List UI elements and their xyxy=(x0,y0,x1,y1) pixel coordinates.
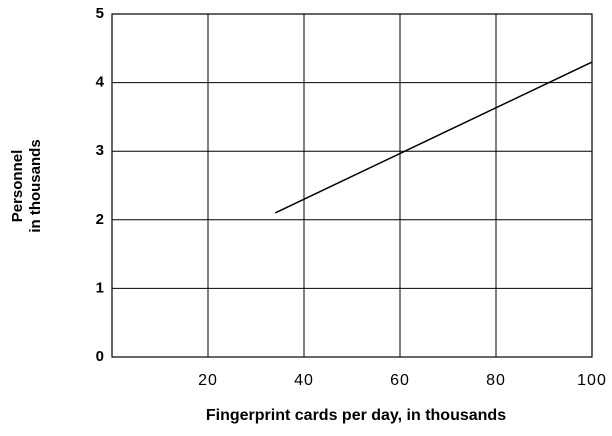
y-tick-label: 0 xyxy=(96,348,104,365)
y-tick-label: 4 xyxy=(96,74,105,91)
y-tick-label: 5 xyxy=(96,5,104,22)
y-axis-title: Personnel in thousands xyxy=(9,139,44,232)
y-axis-title-line: in thousands xyxy=(27,139,44,232)
x-tick-label: 60 xyxy=(390,372,410,389)
plot-frame xyxy=(111,13,593,358)
y-axis-title-line: Personnel xyxy=(9,150,26,223)
x-axis-title: Fingerprint cards per day, in thousands xyxy=(206,407,506,424)
y-tick-label: 1 xyxy=(96,279,104,296)
y-tick-label: 2 xyxy=(96,211,104,228)
x-tick-label: 40 xyxy=(294,372,314,389)
data-line xyxy=(274,61,593,214)
x-tick-label: 80 xyxy=(486,372,506,389)
x-tick-label: 20 xyxy=(198,372,218,389)
y-tick-label: 3 xyxy=(96,142,104,159)
x-tick-label: 100 xyxy=(577,372,607,389)
